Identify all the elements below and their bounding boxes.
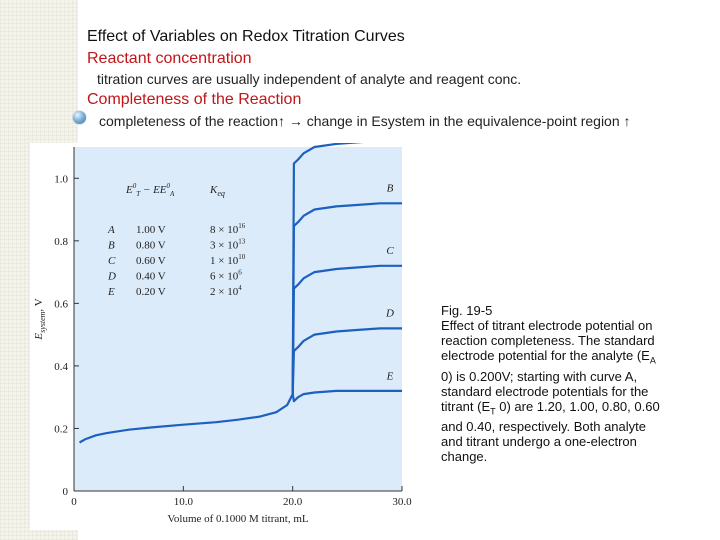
titration-chart: 0 0.2 0.4 0.6 0.8 1.0 0 10.0 20.0 30.0 Volume of 0… xyxy=(30,117,420,530)
caption-text: titrant (E xyxy=(441,398,491,414)
y-axis-label-main: E xyxy=(33,333,45,341)
caption-line: Fig. 19-5 xyxy=(441,303,493,318)
x-tick-label: 10.0 xyxy=(174,496,194,508)
inset-header-part: A xyxy=(169,190,175,198)
y-tick-label: 0 xyxy=(63,486,69,498)
y-axis-label-unit: , V xyxy=(33,298,45,311)
titration-chart-svg: 0 0.2 0.4 0.6 0.8 1.0 0 10.0 20.0 30.0 Volume of 0… xyxy=(30,117,420,530)
caption-line: electrode potential for the analyte (EA xyxy=(441,348,701,369)
y-tick-label: 0.6 xyxy=(54,298,68,310)
x-tick-label: 30.0 xyxy=(392,496,412,508)
x-axis-label: Volume of 0.1000 M titrant, mL xyxy=(167,513,309,525)
caption-line: reaction completeness. The standard xyxy=(441,333,655,348)
inset-header-part: 0 xyxy=(167,182,171,190)
inset-row-potential: 0.40 V xyxy=(136,271,166,283)
curve-B xyxy=(291,202,402,395)
inset-row-keq: 6 × 106 xyxy=(210,269,242,283)
subheading-completeness: Completeness of the Reaction xyxy=(87,91,302,108)
inset-header-part: − E xyxy=(140,184,160,196)
y-tick-label: 0.8 xyxy=(54,236,68,248)
curve-label-E: E xyxy=(386,370,394,382)
caption-line: 0) is 0.200V; starting with curve A, xyxy=(441,368,638,384)
curve-pre-equivalence xyxy=(78,393,294,444)
caption-line: change. xyxy=(441,449,488,465)
inset-row-curve: E xyxy=(107,286,115,298)
inset-row-curve: C xyxy=(108,255,116,267)
inset-row-curve: A xyxy=(107,224,115,236)
inset-row-potential: 0.80 V xyxy=(136,240,166,252)
inset-row-curve: D xyxy=(107,271,116,283)
inset-keq-exponent: 13 xyxy=(238,238,246,246)
bullet-circle-icon xyxy=(73,111,86,124)
figure-caption: Fig. 19-5 Effect of titrant electrode po… xyxy=(441,303,701,464)
inset-keq-base: 8 × 10 xyxy=(210,224,239,236)
y-axis-label: Esystem, V xyxy=(33,298,47,340)
caption-text: electrode potential for the analyte (E xyxy=(441,348,650,363)
inset-header-part: E xyxy=(159,184,167,196)
inset-row-curve: B xyxy=(108,240,115,252)
curve-label-B: B xyxy=(387,183,394,195)
inset-keq-base: 2 × 10 xyxy=(210,286,239,298)
inset-header-part: E xyxy=(125,184,133,196)
caption-line: Effect of titrant electrode potential on xyxy=(441,318,653,333)
curve-C xyxy=(291,264,402,395)
inset-row-keq: 8 × 1016 xyxy=(210,222,246,236)
inset-header-k: Keq xyxy=(209,184,225,198)
curve-D xyxy=(291,327,402,395)
x-tick-label: 0 xyxy=(71,496,77,508)
inset-keq-exponent: 4 xyxy=(238,284,242,292)
curve-label-C: C xyxy=(386,245,394,257)
inset-keq-base: 1 × 10 xyxy=(210,255,239,267)
curve-label-D: D xyxy=(385,308,394,320)
caption-line: standard electrode potentials for the xyxy=(441,383,649,399)
inset-header-e: E0T − EE0A xyxy=(125,182,175,198)
y-axis-label-sub: system xyxy=(38,311,47,333)
caption-subscript-t: T xyxy=(490,406,496,417)
bullet-text-1: titration curves are usually independent… xyxy=(97,71,522,87)
caption-line: titrant (ET 0) are 1.20, 1.00, 0.80, 0.6… xyxy=(441,399,701,420)
inset-keq-exponent: 10 xyxy=(238,253,246,261)
inset-keq-exponent: 16 xyxy=(238,222,246,230)
slide-heading: Effect of Variables on Redox Titration C… xyxy=(87,28,405,45)
inset-header-part: 0 xyxy=(133,182,137,190)
inset-header-part: T xyxy=(136,190,141,198)
caption-line: and titrant undergo a one-electron xyxy=(441,434,637,450)
plot-area xyxy=(74,147,402,491)
subheading-reactant-concentration: Reactant concentration xyxy=(87,50,252,67)
y-tick-label: 1.0 xyxy=(54,173,68,185)
inset-row-keq: 3 × 1013 xyxy=(210,238,246,252)
inset-keq-exponent: 6 xyxy=(238,269,242,277)
inset-row-potential: 0.60 V xyxy=(136,255,166,267)
inset-header-k-main: K xyxy=(209,184,218,196)
inset-keq-base: 3 × 10 xyxy=(210,240,239,252)
y-tick-label: 0.4 xyxy=(54,361,68,373)
curve-E xyxy=(291,389,402,403)
inset-header-k-sub: eq xyxy=(217,189,225,198)
bullet-text-2: completeness of the reaction↑ → change i… xyxy=(99,113,631,129)
inset-row-keq: 1 × 1010 xyxy=(210,253,246,267)
inset-keq-base: 6 × 10 xyxy=(210,271,239,283)
y-tick-label: 0.2 xyxy=(54,423,68,435)
inset-row-keq: 2 × 104 xyxy=(210,284,242,298)
caption-line: and 0.40, respectively. Both analyte xyxy=(441,419,646,435)
inset-row-potential: 1.00 V xyxy=(136,224,166,236)
caption-text: 0) are 1.20, 1.00, 0.80, 0.60 xyxy=(495,398,660,414)
caption-subscript-a: A xyxy=(649,355,656,366)
x-tick-label: 20.0 xyxy=(283,496,303,508)
inset-row-potential: 0.20 V xyxy=(136,286,166,298)
